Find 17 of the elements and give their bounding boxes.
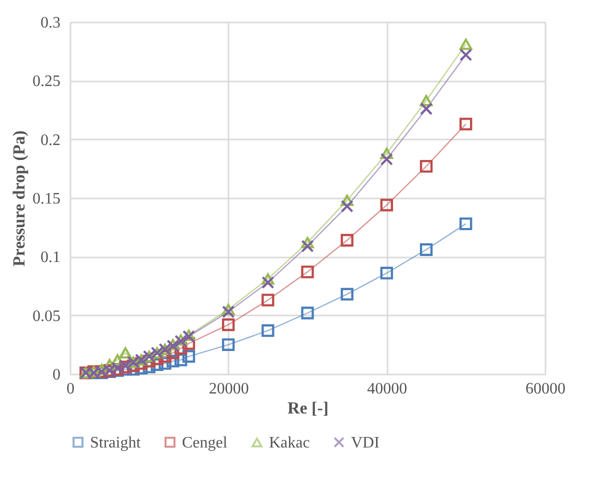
x-tick-label: 60000	[526, 380, 566, 398]
x-tick-label: 0	[66, 380, 74, 398]
legend-label: Kakac	[269, 434, 310, 452]
y-tick-label: 0.1	[40, 249, 60, 266]
y-tick-label: 0.3	[40, 14, 60, 32]
y-tick-label: 0.05	[32, 308, 60, 325]
y-tick-label: 0.15	[32, 190, 60, 208]
x-tick-label: 40000	[367, 380, 408, 398]
y-tick-label: 0.2	[40, 132, 60, 149]
y-tick-label: 0	[52, 366, 60, 384]
y-tick-label: 0.25	[32, 73, 60, 90]
x-tick-label: 20000	[208, 380, 249, 398]
x-axis-title: Re [-]	[287, 398, 329, 418]
y-axis-title: Pressure drop (Pa)	[10, 130, 28, 266]
legend-label: VDI	[351, 434, 380, 452]
legend-label: Straight	[90, 434, 142, 452]
legend-label: Cengel	[182, 434, 228, 452]
